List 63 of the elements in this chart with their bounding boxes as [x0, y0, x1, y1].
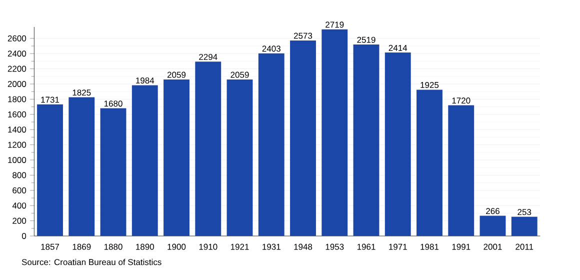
- x-tick-label: 2001: [484, 244, 502, 250]
- data-label: 253: [518, 209, 532, 216]
- data-label: 1825: [72, 90, 91, 96]
- data-label: 1984: [136, 77, 154, 84]
- data-label: 2294: [199, 54, 218, 60]
- x-tick-label: 1910: [199, 244, 218, 250]
- y-tick-label: 1200: [8, 142, 26, 148]
- data-label: 2573: [294, 32, 312, 39]
- x-tick-label: 1971: [389, 244, 407, 250]
- x-tick-label: 1880: [104, 244, 122, 250]
- bar: [322, 29, 348, 236]
- bar: [416, 90, 442, 236]
- bar: [290, 40, 316, 236]
- bar: [226, 80, 253, 236]
- bar: [511, 216, 538, 236]
- y-tick-label: 2000: [8, 80, 26, 87]
- data-label: 2059: [167, 72, 186, 78]
- y-tick-label: 600: [12, 187, 26, 194]
- x-tick-label: 1991: [452, 244, 470, 250]
- y-tick-label: 1600: [8, 111, 26, 118]
- data-label: 2059: [230, 72, 249, 78]
- bar: [480, 216, 506, 236]
- bar: [448, 105, 474, 236]
- bar: [37, 104, 63, 236]
- x-tick-label: 1931: [262, 244, 280, 250]
- y-tick-label: 2200: [8, 66, 26, 72]
- x-tick-label: 1953: [326, 244, 344, 250]
- data-label: 2719: [326, 22, 344, 28]
- data-label: 1925: [420, 82, 439, 88]
- x-tick-label: 2011: [516, 244, 534, 250]
- y-tick-label: 2400: [8, 50, 26, 57]
- data-label: 2519: [357, 36, 376, 43]
- y-tick-label: 1000: [8, 156, 26, 163]
- x-tick-label: 1890: [136, 244, 154, 250]
- data-label: 1680: [104, 100, 122, 107]
- bar: [384, 52, 411, 236]
- y-tick-label: 2600: [8, 35, 26, 42]
- bar: [164, 80, 190, 236]
- bar: [258, 53, 284, 236]
- x-tick-label: 1869: [72, 244, 91, 250]
- bar: [353, 44, 380, 236]
- x-tick-label: 1961: [357, 244, 376, 250]
- data-label: 2403: [262, 46, 280, 52]
- y-tick-label: 800: [12, 172, 26, 178]
- y-tick-label: 1400: [8, 126, 26, 133]
- bar: [195, 62, 222, 236]
- bar: [68, 97, 95, 236]
- x-tick-label: 1921: [230, 244, 249, 250]
- x-tick-label: 1857: [41, 244, 60, 250]
- bar: [132, 85, 158, 236]
- x-tick-label: 1981: [420, 244, 439, 250]
- y-tick-label: 200: [12, 218, 26, 224]
- y-tick-label: 1800: [8, 96, 26, 102]
- y-tick-label: 400: [12, 202, 26, 209]
- x-tick-label: 1948: [294, 244, 312, 250]
- source-note: Source: Croatian Bureau of Statistics: [22, 258, 162, 266]
- y-tick-label: 0: [22, 232, 26, 239]
- data-label: 1720: [452, 98, 470, 104]
- bar: [100, 108, 126, 236]
- x-tick-label: 1900: [168, 244, 186, 250]
- data-label: 266: [486, 208, 500, 214]
- data-label: 1731: [41, 96, 60, 103]
- data-label: 2414: [388, 44, 408, 51]
